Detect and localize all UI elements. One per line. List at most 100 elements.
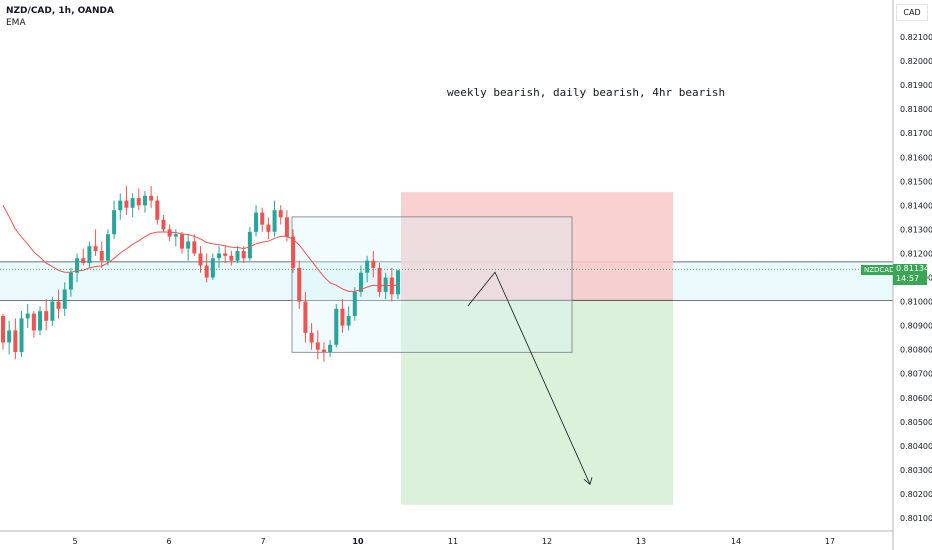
price-tick-label: 0.81500 [900,177,932,186]
candle-body [346,315,351,326]
candle-body [198,253,203,266]
time-tick-label: 10 [352,537,364,546]
candle-body [260,212,265,225]
candle-body [352,291,357,316]
candle-body [99,251,104,261]
currency-button[interactable]: CAD [896,4,928,21]
candle-body [136,198,141,206]
candle-body [315,342,320,350]
candle-body [68,272,73,290]
projection-arrowhead [583,477,593,486]
trade-annotation: weekly bearish, daily bearish, 4hr beari… [447,86,726,99]
candle-body [161,219,166,230]
time-tick-label: 7 [260,537,265,546]
candle-body [396,270,400,295]
candle-body [173,234,178,237]
candle-body [254,212,259,232]
candle-body [44,311,49,321]
candle-body [297,267,302,302]
candle-body [81,258,86,264]
price-tick-label: 0.80800 [900,346,932,355]
projection-path [467,271,591,485]
candle-body [272,210,277,232]
candle-body [130,198,135,208]
candle-body [112,210,117,235]
candle-body [38,311,43,331]
price-tick-label: 0.81400 [900,201,932,210]
candle-body [19,318,24,353]
price-tick-label: 0.81600 [900,153,932,162]
candle-body [328,344,333,353]
price-tick-label: 0.80600 [900,394,932,403]
candle-body [105,234,110,261]
candle-body [223,253,228,256]
candle-body [155,200,160,220]
time-tick-label: 12 [542,537,552,546]
candle-body [321,349,326,353]
candle-body [365,260,370,273]
stop-loss-area [401,192,673,301]
price-tick-label: 0.81300 [900,225,932,234]
candle-body [278,210,283,218]
price-tick-label: 0.81000 [900,298,932,307]
candle-body [192,241,197,254]
last-price-tag: NZDCAD 0.81134 14:57 [861,264,930,285]
price-tick-label: 0.82000 [900,57,932,66]
candle-body [309,332,314,343]
price-tick-label: 0.80200 [900,490,932,499]
price-tick-label: 0.82100 [900,33,932,42]
time-tick-label: 13 [636,537,646,546]
price-tick-label: 0.81200 [900,249,932,258]
candle-body [235,251,240,261]
candle-body [7,330,12,343]
candle-body [241,251,246,259]
price-tick-label: 0.80100 [900,514,932,523]
price-tick-label: 0.81900 [900,81,932,90]
price-tick-label: 0.80500 [900,418,932,427]
price-tick-label: 0.80400 [900,442,932,451]
candle-body [25,313,30,319]
price-tag-value: 0.81134 14:57 [893,264,930,285]
candle-body [93,246,98,252]
candle-body [217,253,222,259]
time-tick-label: 6 [166,537,171,546]
price-tag-price: 0.81134 [896,264,930,273]
candle-body [50,301,55,321]
candle-body [62,289,67,309]
candle-body [229,255,234,261]
candle-body [87,246,92,264]
price-tag-symbol: NZDCAD [861,265,898,275]
price-tick-label: 0.80900 [900,322,932,331]
candle-body [149,195,154,201]
candle-body [247,231,252,259]
candle-body [167,229,172,237]
candle-body [358,272,363,292]
candle-body [334,308,339,345]
price-tick-label: 0.81700 [900,129,932,138]
indicator-label: EMA [6,18,26,28]
time-tick-label: 11 [448,537,458,546]
symbol-title: NZD/CAD, 1h, OANDA [6,6,114,16]
candle-body [13,330,18,353]
ema-line [2,205,399,292]
candle-body [124,200,129,208]
candle-body [56,301,61,309]
candle-body [284,217,289,237]
candle-body [1,315,5,343]
candle-body [377,267,382,292]
time-tick-label: 17 [825,537,835,546]
price-tick-label: 0.80300 [900,466,932,475]
candle-body [291,236,296,268]
candle-body [142,195,147,206]
price-tick-label: 0.80700 [900,370,932,379]
price-tick-label: 0.81800 [900,105,932,114]
candle-body [31,313,36,331]
range-rectangle [291,216,573,353]
candle-body [179,234,184,249]
candle-body [340,308,345,326]
candle-body [371,260,376,268]
candle-body [204,265,209,278]
time-tick-label: 5 [72,537,77,546]
candle-body [75,258,80,273]
